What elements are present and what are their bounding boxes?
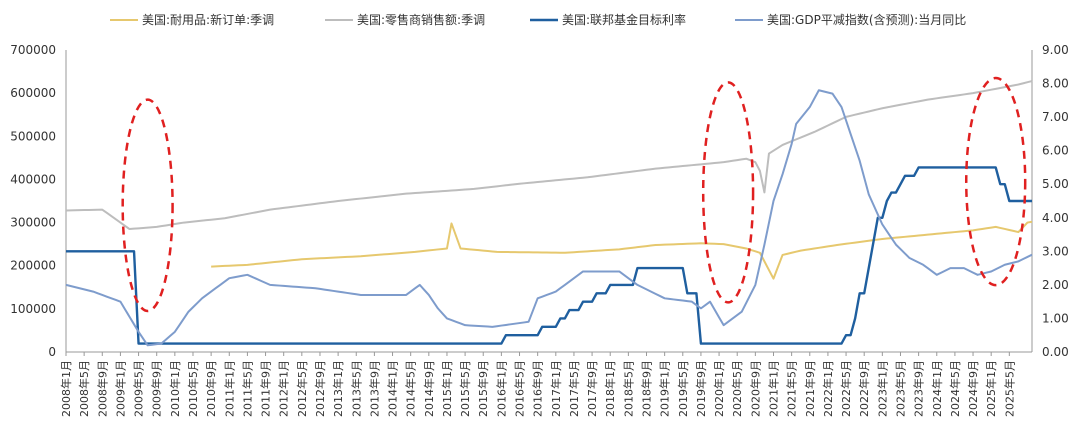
series-line-2: [66, 166, 1032, 345]
x-tick-label: 2022年1月: [821, 360, 835, 417]
x-tick-label: 2016年5月: [513, 360, 527, 417]
highlight-ellipse-2: [964, 76, 1027, 287]
x-tick-label: 2010年1月: [168, 360, 182, 417]
legend-label-1: 美国:零售商销售额:季调: [357, 12, 485, 27]
x-tick-label: 2013年5月: [349, 360, 363, 417]
y-left-tick-label: 200000: [10, 259, 56, 273]
x-tick-label: 2012年1月: [277, 360, 291, 417]
x-tick-label: 2015年5月: [458, 360, 472, 417]
legend-label-0: 美国:耐用品:新订单:季调: [142, 12, 274, 27]
x-tick-label: 2017年1月: [549, 360, 563, 417]
x-tick-label: 2019年1月: [658, 360, 672, 417]
series-line-0: [211, 220, 1033, 280]
y-right-tick-label: 6.00: [1042, 144, 1069, 158]
x-tick-label: 2020年5月: [730, 360, 744, 417]
x-tick-label: 2024年5月: [948, 360, 962, 417]
x-tick-label: 2023年9月: [912, 360, 926, 417]
x-tick-label: 2025年5月: [1002, 360, 1016, 417]
series-line-3: [65, 89, 1033, 347]
y-left-tick-label: 500000: [10, 129, 56, 143]
x-tick-label: 2014年5月: [404, 360, 418, 417]
x-tick-label: 2008年9月: [95, 360, 109, 417]
x-tick-label: 2009年9月: [150, 360, 164, 417]
x-tick-label: 2019年9月: [694, 360, 708, 417]
x-tick-label: 2015年9月: [476, 360, 490, 417]
highlight-ellipses: [121, 76, 1027, 313]
y-right-tick-label: 2.00: [1042, 278, 1069, 292]
x-tick-label: 2024年9月: [966, 360, 980, 417]
y-left-tick-label: 700000: [10, 43, 56, 57]
x-tick-label: 2019年5月: [676, 360, 690, 417]
x-tick-label: 2024年1月: [930, 360, 944, 417]
y-left-tick-label: 100000: [10, 302, 56, 316]
highlight-ellipse-0: [121, 98, 174, 313]
x-tick-label: 2020年1月: [712, 360, 726, 417]
y-right-tick-label: 1.00: [1042, 311, 1069, 325]
x-tick-label: 2023年1月: [875, 360, 889, 417]
x-tick-label: 2015年1月: [440, 360, 454, 417]
x-tick-label: 2021年1月: [766, 360, 780, 417]
x-tick-label: 2022年9月: [857, 360, 871, 417]
highlight-ellipse-1: [701, 81, 755, 304]
x-axis: 2008年1月 2008年5月 2008年9月 2009年1月 2009年5月 2009年…: [59, 351, 1032, 417]
x-tick-label: 2009年1月: [113, 360, 127, 417]
chart-legend: 美国:耐用品:新订单:季调 美国:零售商销售额:季调 美国:联邦基金目标利率 美国:G…: [110, 12, 966, 27]
x-tick-label: 2022年5月: [839, 360, 853, 417]
y-left-tick-label: 600000: [10, 86, 56, 100]
x-tick-label: 2016年1月: [494, 360, 508, 417]
x-tick-label: 2018年9月: [640, 360, 654, 417]
y-right-tick-label: 8.00: [1042, 77, 1069, 91]
x-tick-label: 2012年9月: [313, 360, 327, 417]
legend-label-3: 美国:GDP平减指数(含预测):当月同比: [767, 12, 966, 27]
y-right-tick-label: 7.00: [1042, 110, 1069, 124]
x-tick-label: 2011年9月: [259, 360, 273, 417]
x-tick-label: 2011年1月: [222, 360, 236, 417]
y-right-tick-label: 5.00: [1042, 177, 1069, 191]
x-tick-label: 2014年9月: [422, 360, 436, 417]
y-right-tick-label: 9.00: [1042, 43, 1069, 57]
x-tick-label: 2016年9月: [531, 360, 545, 417]
x-tick-label: 2013年9月: [367, 360, 381, 417]
y-left-tick-label: 400000: [10, 172, 56, 186]
x-tick-label: 2023年5月: [893, 360, 907, 417]
series-line-1: [65, 80, 1033, 231]
y-right-tick-label: 0.00: [1042, 345, 1069, 359]
y-axis-left: 0 100000 200000 300000 400000 500000 600000 700…: [10, 43, 67, 359]
x-tick-label: 2021年5月: [785, 360, 799, 417]
x-tick-label: 2021年9月: [803, 360, 817, 417]
x-tick-label: 2018年5月: [621, 360, 635, 417]
x-tick-label: 2010年9月: [204, 360, 218, 417]
x-tick-label: 2009年5月: [132, 360, 146, 417]
x-tick-label: 2008年5月: [77, 360, 91, 417]
y-axis-right: 0.00 1.00 2.00 3.00 4.00 5.00 6.00 7.00 8.00 9.00: [1031, 43, 1069, 359]
y-left-tick-label: 300000: [10, 216, 56, 230]
x-tick-label: 2020年9月: [748, 360, 762, 417]
x-tick-label: 2017年9月: [585, 360, 599, 417]
x-tick-label: 2010年5月: [186, 360, 200, 417]
x-tick-label: 2012年5月: [295, 360, 309, 417]
x-tick-label: 2017年5月: [567, 360, 581, 417]
x-tick-label: 2014年1月: [386, 360, 400, 417]
x-tick-label: 2008年1月: [59, 360, 73, 417]
y-right-tick-label: 3.00: [1042, 244, 1069, 258]
series-lines: [65, 80, 1033, 347]
x-tick-label: 2013年1月: [331, 360, 345, 417]
x-tick-label: 2011年5月: [240, 360, 254, 417]
legend-label-2: 美国:联邦基金目标利率: [562, 12, 686, 27]
y-right-tick-label: 4.00: [1042, 211, 1069, 225]
x-tick-label: 2018年1月: [603, 360, 617, 417]
x-tick-label: 2025年1月: [984, 360, 998, 417]
y-left-tick-label: 0: [48, 345, 56, 359]
